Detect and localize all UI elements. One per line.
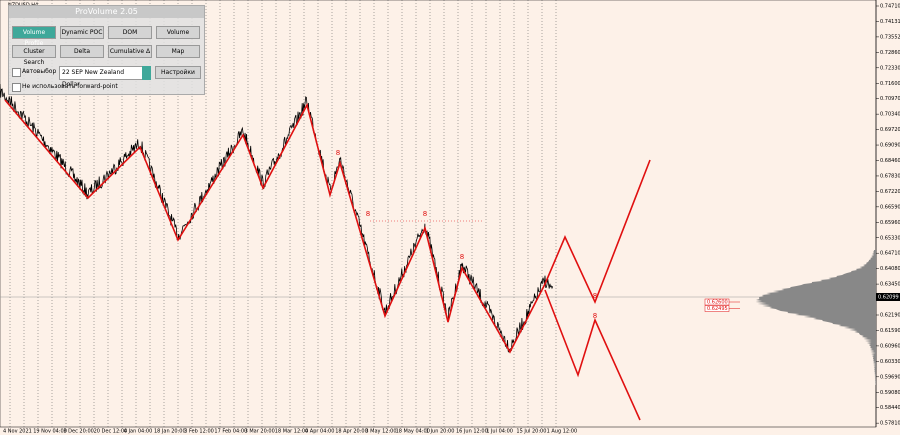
price-label: 0.73552 xyxy=(880,34,900,40)
panel-button[interactable]: Dynamic POC xyxy=(60,26,104,39)
price-label: 0.69720 xyxy=(880,127,900,133)
time-label: 4 Apr 04:00 xyxy=(305,429,334,435)
price-label: 0.70340 xyxy=(880,112,900,118)
price-label: 0.69090 xyxy=(880,143,900,149)
dropdown-arrow[interactable] xyxy=(142,66,151,80)
price-label: 0.68460 xyxy=(880,158,900,164)
panel-button[interactable]: DOM xyxy=(108,26,152,39)
panel-button[interactable]: Map xyxy=(156,45,200,58)
price-label: 0.74131 xyxy=(880,19,900,25)
checkbox-auto[interactable] xyxy=(12,68,21,77)
price-series xyxy=(0,83,554,353)
price-label: 0.66590 xyxy=(880,204,900,210)
time-label: 18 Apr 20:00 xyxy=(335,429,368,435)
annotation: 8 xyxy=(336,149,340,157)
panel-button[interactable]: Delta xyxy=(60,45,104,58)
time-label: 16 Jun 12:00 xyxy=(456,429,488,435)
instrument-select[interactable]: 22 SEP New Zealand Dollar xyxy=(59,66,143,88)
price-label: 0.59080 xyxy=(880,390,900,396)
price-label: 0.58440 xyxy=(880,405,900,411)
auto-select-label: Автовыбор xyxy=(22,68,57,75)
price-label: 0.64710 xyxy=(880,251,900,257)
checkbox-forward[interactable] xyxy=(12,83,21,92)
panel-button[interactable]: Volume Profile xyxy=(12,26,56,47)
annotation: 8 xyxy=(593,312,597,320)
price-label: 0.64080 xyxy=(880,266,900,272)
time-label: 20 Dec 12:00 xyxy=(94,429,128,435)
price-label: 0.60330 xyxy=(880,359,900,365)
price-label: 0.59690 xyxy=(880,374,900,380)
time-label: 4 Nov 2021 xyxy=(3,429,32,435)
settings-button[interactable]: Настройки xyxy=(155,66,201,79)
annotation: 8 xyxy=(460,253,464,261)
price-label: 0.67830 xyxy=(880,173,900,179)
price-label: 0.61590 xyxy=(880,328,900,334)
current-price: 0.62099 xyxy=(878,295,899,301)
price-label: 0.74710 xyxy=(880,4,900,10)
time-label: 18 Jan 20:00 xyxy=(154,429,186,435)
price-label: 0.63450 xyxy=(880,282,900,288)
current-price-box xyxy=(876,293,900,301)
time-label: 18 Mar 12:00 xyxy=(275,429,308,435)
time-label: 3 May 12:00 xyxy=(365,429,396,435)
panel-button[interactable]: Cluster Search xyxy=(12,45,56,66)
level-label: 0.62600 xyxy=(707,300,728,306)
price-label: 0.71600 xyxy=(880,81,900,87)
level-label: 0.62495 xyxy=(707,306,728,312)
price-label: 0.72330 xyxy=(880,65,900,71)
zigzag-projection xyxy=(544,289,641,421)
price-label: 0.60960 xyxy=(880,343,900,349)
price-label: 0.57810 xyxy=(880,421,900,427)
price-label: 0.67220 xyxy=(880,189,900,195)
price-label: 0.65330 xyxy=(880,235,900,241)
time-label: 3 Dec 20:00 xyxy=(63,429,93,435)
price-label: 0.70970 xyxy=(880,96,900,102)
time-label: 15 Jul 20:00 xyxy=(516,429,546,435)
panel-button[interactable]: Volume xyxy=(156,26,200,39)
time-label: 1 Jun 20:00 xyxy=(426,429,455,435)
annotation: 8 xyxy=(366,210,370,218)
panel-button[interactable]: Cumulative Δ xyxy=(108,45,152,58)
time-label: 19 Nov 04:00 xyxy=(33,429,67,435)
volume-profile xyxy=(755,250,876,385)
time-label: 3 Mar 20:00 xyxy=(245,429,275,435)
panel-title: ProVolume 2.05 xyxy=(9,6,204,18)
forward-point-label: Не использовать forward-point xyxy=(22,83,118,90)
price-label: 0.62190 xyxy=(880,313,900,319)
annotation: 8 xyxy=(593,292,597,300)
price-label: 0.65960 xyxy=(880,220,900,226)
time-label: 1 Jul 04:00 xyxy=(486,429,513,435)
time-label: 17 Feb 04:00 xyxy=(214,429,247,435)
price-label: 0.72860 xyxy=(880,50,900,56)
zigzag xyxy=(4,99,651,354)
time-label: 1 Aug 12:00 xyxy=(547,429,578,435)
annotation: 8 xyxy=(423,210,427,218)
time-label: 18 May 04:00 xyxy=(396,429,430,435)
time-label: 3 Feb 12:00 xyxy=(184,429,214,435)
provolume-panel: ProVolume 2.05 Volume Profile Dynamic POC… xyxy=(8,5,205,95)
time-label: 4 Jan 04:00 xyxy=(124,429,152,435)
